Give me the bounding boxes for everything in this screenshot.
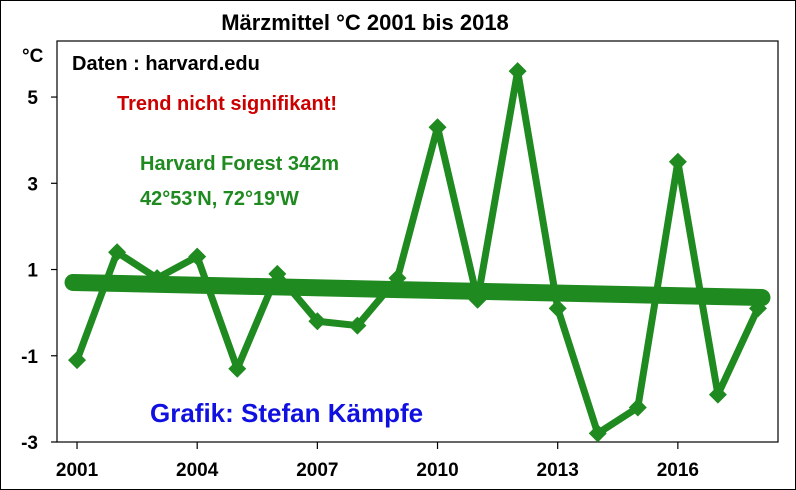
data-point-marker [748, 299, 767, 318]
data-point-marker [668, 152, 687, 171]
data-point-marker [188, 247, 207, 266]
trendline-group [64, 273, 771, 307]
axis-ticks: 2001 2004 2007 2010 2013 2016 5 3 1 -1 -3 [21, 88, 699, 481]
x-tick-label: 2016 [657, 460, 699, 481]
y-tick-label: -3 [21, 433, 38, 454]
data-point-marker [348, 316, 367, 335]
author-annotation: Grafik: Stefan Kämpfe [150, 398, 423, 428]
data-point-marker [388, 269, 407, 288]
data-point-marker [108, 243, 127, 262]
source-annotation: Daten : harvard.edu [72, 53, 260, 75]
data-point-marker [588, 424, 607, 443]
data-point-marker [548, 299, 567, 318]
x-tick-label: 2013 [537, 460, 579, 481]
plot-area [56, 40, 779, 443]
trend-annotation: Trend nicht signifikant! [117, 93, 337, 115]
data-point-marker [468, 290, 487, 309]
y-tick-label: 1 [27, 261, 38, 282]
data-point-marker [508, 62, 527, 81]
x-tick-label: 2001 [56, 460, 99, 481]
y-tick-label: -1 [21, 347, 38, 368]
data-point-marker [148, 269, 167, 288]
data-point-marker [428, 118, 447, 137]
coordinates-annotation: 42°53'N, 72°19'W [140, 188, 299, 210]
y-tick-label: 3 [27, 174, 38, 195]
data-point-marker [68, 351, 87, 370]
x-tick-label: 2007 [296, 460, 338, 481]
y-tick-label: 5 [27, 88, 38, 109]
trendline [64, 273, 771, 307]
chart-title: Märzmittel °C 2001 bis 2018 [221, 10, 509, 35]
series-line [73, 67, 762, 437]
data-point-marker [268, 264, 287, 283]
data-point-marker [628, 398, 647, 417]
data-point-marker [708, 385, 727, 404]
station-annotation: Harvard Forest 342m [140, 153, 339, 175]
y-axis-label: °C [22, 46, 44, 67]
series-group [68, 62, 767, 443]
x-tick-label: 2010 [416, 460, 458, 481]
data-point-marker [228, 359, 247, 378]
x-tick-label: 2004 [176, 460, 219, 481]
data-point-marker [308, 312, 327, 331]
